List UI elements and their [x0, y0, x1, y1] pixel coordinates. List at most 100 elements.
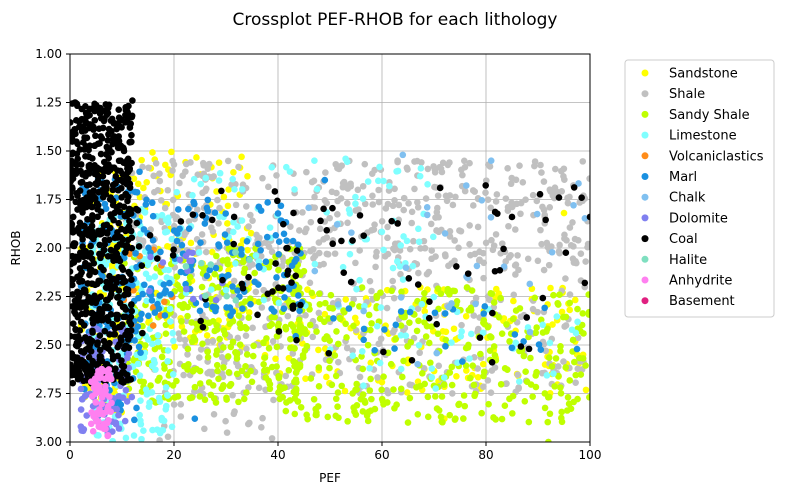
data-point: [275, 320, 282, 328]
data-point: [317, 217, 324, 225]
data-point: [391, 326, 398, 334]
data-point: [435, 213, 442, 221]
data-point: [108, 399, 115, 407]
data-point: [215, 375, 222, 383]
data-point: [103, 221, 111, 229]
data-point: [397, 308, 405, 315]
data-point: [260, 361, 267, 368]
data-point: [291, 258, 298, 265]
data-point: [293, 379, 300, 386]
data-point: [415, 238, 423, 246]
data-point: [540, 340, 548, 348]
data-point: [557, 347, 564, 355]
data-point: [70, 240, 78, 247]
data-point: [221, 330, 229, 338]
data-point: [540, 206, 548, 214]
data-point: [384, 234, 391, 242]
data-point: [339, 183, 347, 191]
data-point: [389, 277, 396, 285]
data-point: [361, 160, 369, 168]
data-point: [448, 339, 455, 346]
data-point: [367, 359, 375, 367]
data-point: [435, 362, 443, 370]
data-point: [490, 299, 498, 306]
data-point: [433, 349, 441, 357]
data-point: [416, 172, 424, 180]
data-point: [342, 296, 350, 303]
data-point: [322, 169, 329, 176]
data-point: [303, 342, 311, 350]
data-point: [71, 305, 79, 313]
data-point: [569, 255, 577, 263]
data-point: [245, 223, 252, 230]
x-tick-label: 20: [166, 448, 181, 462]
data-point: [397, 385, 405, 393]
data-point: [184, 303, 192, 311]
data-point: [101, 327, 109, 335]
data-point: [274, 197, 281, 205]
data-point: [189, 249, 196, 257]
data-point: [291, 345, 298, 352]
data-point: [425, 339, 433, 347]
data-point: [202, 248, 210, 256]
data-point: [255, 262, 263, 270]
data-point: [539, 329, 547, 336]
data-point: [104, 317, 112, 324]
data-point: [208, 248, 216, 256]
data-point: [388, 217, 396, 225]
data-point: [82, 103, 89, 110]
data-point: [415, 341, 423, 349]
legend-marker: [641, 193, 649, 201]
data-point: [111, 325, 119, 332]
data-point: [243, 389, 250, 396]
data-point: [97, 150, 105, 158]
data-point: [213, 326, 221, 333]
data-point: [116, 241, 123, 248]
data-point: [236, 320, 244, 327]
data-point: [402, 332, 410, 340]
data-point: [149, 322, 157, 329]
data-point: [556, 241, 563, 249]
data-point: [187, 239, 195, 247]
data-point: [568, 326, 576, 334]
data-point: [272, 355, 279, 363]
data-point: [515, 266, 522, 274]
data-point: [324, 413, 332, 421]
x-tick-label: 100: [579, 448, 602, 462]
data-point: [119, 394, 127, 401]
data-point: [235, 312, 243, 319]
data-point: [273, 343, 281, 351]
data-point: [484, 377, 492, 384]
data-point: [584, 243, 590, 251]
data-point: [74, 155, 82, 163]
data-point: [126, 270, 134, 278]
data-point: [321, 196, 329, 204]
data-point: [176, 179, 183, 187]
data-point: [198, 283, 206, 291]
data-point: [503, 321, 510, 328]
data-point: [164, 357, 171, 365]
legend-marker: [641, 255, 649, 263]
data-point: [349, 347, 356, 355]
data-point: [138, 435, 145, 442]
data-point: [554, 299, 561, 307]
data-point: [70, 213, 77, 221]
data-point: [449, 201, 457, 209]
data-point: [188, 319, 195, 326]
data-point: [465, 341, 472, 349]
data-point: [275, 266, 282, 274]
data-point: [138, 262, 146, 269]
data-point: [578, 194, 585, 202]
data-point: [331, 250, 339, 257]
data-point: [356, 276, 363, 284]
data-point: [150, 172, 157, 180]
data-point: [169, 167, 176, 174]
data-point: [581, 215, 589, 222]
data-point: [182, 252, 190, 260]
data-point: [511, 331, 519, 338]
data-point: [158, 211, 166, 219]
data-point: [531, 158, 539, 165]
data-point: [305, 204, 312, 212]
data-point: [76, 304, 84, 311]
data-point: [70, 350, 76, 357]
